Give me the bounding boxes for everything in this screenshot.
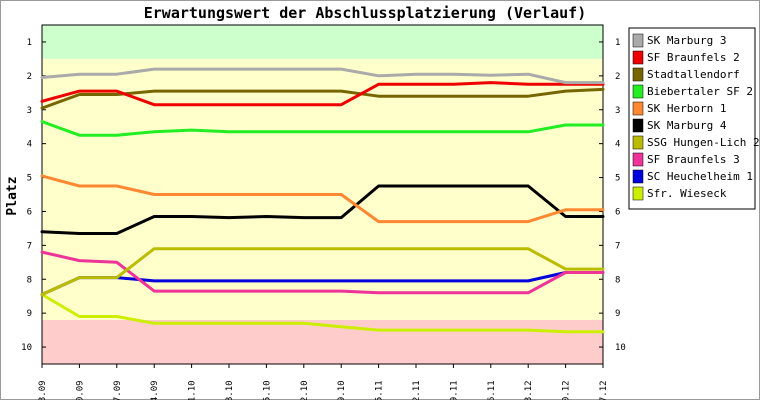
legend-swatch-1 (632, 50, 644, 65)
series-line-2 (40, 87, 605, 110)
legend-swatch-6 (632, 135, 644, 150)
y-tick-label-right-6: 6 (615, 207, 620, 217)
y-tick-label-left-10: 10 (21, 343, 32, 353)
y-tick-label-left-9: 9 (27, 309, 32, 319)
legend-box (628, 27, 756, 210)
legend-label-9: Sfr. Wieseck (647, 187, 727, 200)
x-tick-label-15: 17.12 (599, 380, 609, 400)
legend-swatch-2 (632, 67, 644, 82)
series-line-1 (40, 81, 605, 107)
y-tick-label-left-8: 8 (27, 275, 32, 285)
y-tick-label-right-5: 5 (615, 174, 620, 184)
y-tick-label-right-3: 3 (615, 106, 620, 116)
x-tick-label-9: 05.11 (375, 380, 385, 400)
y-tick-label-left-1: 1 (27, 38, 32, 48)
axes-layer: 1 1 2 2 3 3 4 4 5 5 6 6 7 7 8 8 9 9 10 10 03.09 10.09 17.09 24.… (21, 38, 626, 400)
legend-swatch-3 (632, 84, 644, 99)
series-line-7 (40, 250, 605, 295)
series-line-3 (40, 120, 605, 137)
plot-border (41, 24, 604, 365)
chart-title: Erwartungswert der Abschlussplatzierung … (144, 4, 587, 22)
y-tick-label-right-9: 9 (615, 309, 620, 319)
y-tick-label-left-5: 5 (27, 174, 32, 184)
y-tick-label-right-10: 10 (615, 343, 626, 353)
x-tick-label-14: 10.12 (562, 380, 572, 400)
x-tick-label-12: 26.11 (487, 380, 497, 400)
y-tick-label-left-6: 6 (27, 207, 32, 217)
y-tick-label-right-7: 7 (615, 241, 620, 251)
legend-label-2: Stadtallendorf (647, 68, 740, 81)
legend-label-6: SSG Hungen-Lich 2 (647, 136, 760, 149)
series-line-6 (40, 247, 605, 296)
legend-label-3: Biebertaler SF 2 (647, 85, 753, 98)
legend-label-8: SC Heuchelheim 1 (647, 170, 753, 183)
x-tick-label-4: 01.10 (188, 380, 198, 400)
legend-swatch-0 (632, 33, 644, 48)
legend-label-5: SK Marburg 4 (647, 119, 727, 132)
series-layer (40, 67, 605, 334)
series-line-8 (40, 271, 605, 296)
series-line-0 (40, 67, 605, 85)
legend-label-1: SF Braunfels 2 (647, 51, 740, 64)
x-tick-label-2: 17.09 (113, 380, 123, 400)
y-tick-label-left-4: 4 (27, 140, 32, 150)
x-tick-label-0: 03.09 (38, 380, 48, 400)
zone-layer (42, 25, 603, 364)
legend-swatch-8 (632, 169, 644, 184)
zone-band-2 (42, 319, 603, 364)
x-tick-label-7: 22.10 (300, 380, 310, 400)
legend-swatch-4 (632, 101, 644, 116)
zone-band-0 (42, 25, 603, 59)
legend-swatch-9 (632, 186, 644, 201)
legend-label-7: SF Braunfels 3 (647, 153, 740, 166)
x-tick-label-6: 15.10 (262, 380, 272, 400)
legend-label-4: SK Herborn 1 (647, 102, 726, 115)
x-tick-label-3: 24.09 (150, 380, 160, 400)
series-line-4 (40, 174, 605, 224)
y-tick-label-right-1: 1 (615, 38, 620, 48)
series-line-5 (40, 184, 605, 235)
x-tick-label-13: 03.12 (524, 380, 534, 400)
y-tick-label-left-7: 7 (27, 241, 32, 251)
x-tick-label-5: 08.10 (225, 380, 235, 400)
x-tick-label-11: 19.11 (449, 380, 459, 400)
y-axis-label: Platz (5, 176, 20, 215)
series-line-9 (40, 293, 605, 334)
y-tick-label-right-4: 4 (615, 140, 620, 150)
legend-swatch-5 (632, 118, 644, 133)
legend-swatch-7 (632, 152, 644, 167)
y-tick-label-left-2: 2 (27, 72, 32, 82)
y-tick-label-right-2: 2 (615, 72, 620, 82)
legend: SK Marburg 3 SF Braunfels 2 Stadtallendorf… (628, 27, 760, 210)
x-tick-label-8: 29.10 (337, 380, 347, 400)
legend-label-0: SK Marburg 3 (647, 34, 726, 47)
y-tick-label-left-3: 3 (27, 106, 32, 116)
y-tick-label-right-8: 8 (615, 275, 620, 285)
x-tick-label-1: 10.09 (75, 380, 85, 400)
x-tick-label-10: 12.11 (412, 380, 422, 400)
